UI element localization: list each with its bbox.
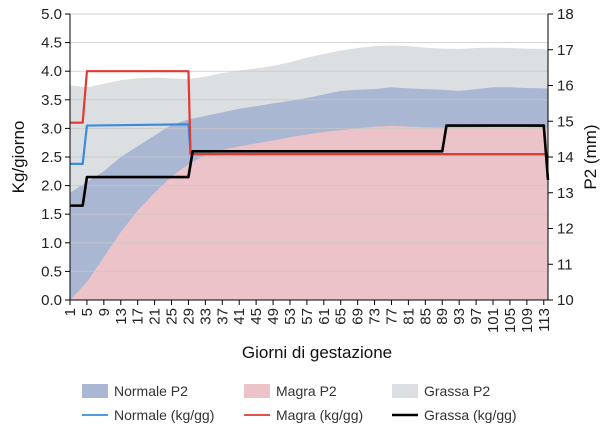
left-tick-label: 0.5 <box>41 263 62 280</box>
legend-item: Magra P2 <box>244 383 337 399</box>
legend-item: Magra (kg/gg) <box>244 407 363 423</box>
x-axis-title: Giorni di gestazione <box>242 343 392 362</box>
x-tick-label: 93 <box>451 308 468 325</box>
left-tick-label: 4.0 <box>41 63 62 80</box>
x-tick-label: 13 <box>113 308 130 325</box>
left-tick-label: 3.5 <box>41 92 62 109</box>
legend-label: Magra P2 <box>276 383 337 399</box>
right-tick-label: 14 <box>557 149 574 166</box>
x-tick-label: 21 <box>147 308 164 325</box>
left-tick-label: 2.5 <box>41 149 62 166</box>
legend-label: Normale P2 <box>114 383 188 399</box>
x-tick-label: 5 <box>79 308 96 316</box>
axes-layer: 0.00.51.01.52.02.53.03.54.04.55.01011121… <box>9 6 600 362</box>
line-magra-kg-gg- <box>70 70 548 156</box>
left-tick-label: 2.0 <box>41 178 62 195</box>
line-layer <box>70 70 550 207</box>
x-tick-label: 81 <box>400 308 417 325</box>
left-axis-title: Kg/giorno <box>9 121 28 194</box>
left-tick-label: 5.0 <box>41 6 62 23</box>
legend-swatch <box>82 384 108 398</box>
right-tick-label: 13 <box>557 185 574 202</box>
right-tick-label: 10 <box>557 292 574 309</box>
x-tick-label: 109 <box>519 308 536 333</box>
area-layer <box>70 45 548 301</box>
x-tick-label: 89 <box>434 308 451 325</box>
x-tick-label: 49 <box>265 308 282 325</box>
x-tick-label: 69 <box>350 308 367 325</box>
right-tick-label: 11 <box>557 256 573 273</box>
x-tick-label: 97 <box>468 308 485 325</box>
left-tick-label: 0.0 <box>41 292 62 309</box>
left-tick-label: 3.0 <box>41 120 62 137</box>
right-tick-label: 18 <box>557 6 574 23</box>
right-tick-label: 16 <box>557 78 574 95</box>
legend-label: Grassa (kg/gg) <box>424 407 517 423</box>
right-tick-label: 12 <box>557 221 574 238</box>
x-tick-label: 57 <box>299 308 316 325</box>
x-tick-label: 113 <box>536 308 553 332</box>
x-tick-label: 33 <box>197 308 214 325</box>
x-tick-label: 9 <box>96 308 113 316</box>
x-tick-label: 61 <box>316 308 333 325</box>
legend-label: Normale (kg/gg) <box>114 407 214 423</box>
x-tick-label: 53 <box>282 308 299 325</box>
legend-label: Magra (kg/gg) <box>276 407 363 423</box>
left-tick-label: 1.5 <box>41 206 62 223</box>
x-tick-label: 41 <box>231 308 248 325</box>
legend-item: Normale P2 <box>82 383 188 399</box>
x-tick-label: 73 <box>367 308 384 325</box>
x-tick-label: 17 <box>130 308 147 325</box>
line-grassa-kg-gg- <box>70 124 550 207</box>
x-tick-label: 85 <box>417 308 434 325</box>
x-tick-label: 45 <box>248 308 265 325</box>
legend-swatch <box>392 384 418 398</box>
legend-swatch <box>244 384 270 398</box>
right-tick-label: 15 <box>557 113 574 130</box>
legend-item: Grassa (kg/gg) <box>392 407 517 423</box>
left-tick-label: 4.5 <box>41 35 62 52</box>
x-tick-label: 37 <box>214 308 231 325</box>
legend-item: Grassa P2 <box>392 383 490 399</box>
right-tick-label: 17 <box>557 42 574 59</box>
left-tick-label: 1.0 <box>41 235 62 252</box>
x-tick-label: 1 <box>62 308 79 316</box>
legend-item: Normale (kg/gg) <box>82 407 214 423</box>
x-tick-label: 29 <box>180 308 197 325</box>
x-tick-label: 101 <box>485 308 502 333</box>
x-tick-label: 105 <box>502 308 519 333</box>
right-axis-title: P2 (mm) <box>581 124 600 189</box>
x-tick-label: 77 <box>383 308 400 325</box>
legend: Normale P2 Magra P2 Grassa P2 Normale (kg/g… <box>82 383 517 423</box>
x-tick-label: 65 <box>333 308 350 325</box>
legend-label: Grassa P2 <box>424 383 490 399</box>
x-tick-label: 25 <box>164 308 181 325</box>
